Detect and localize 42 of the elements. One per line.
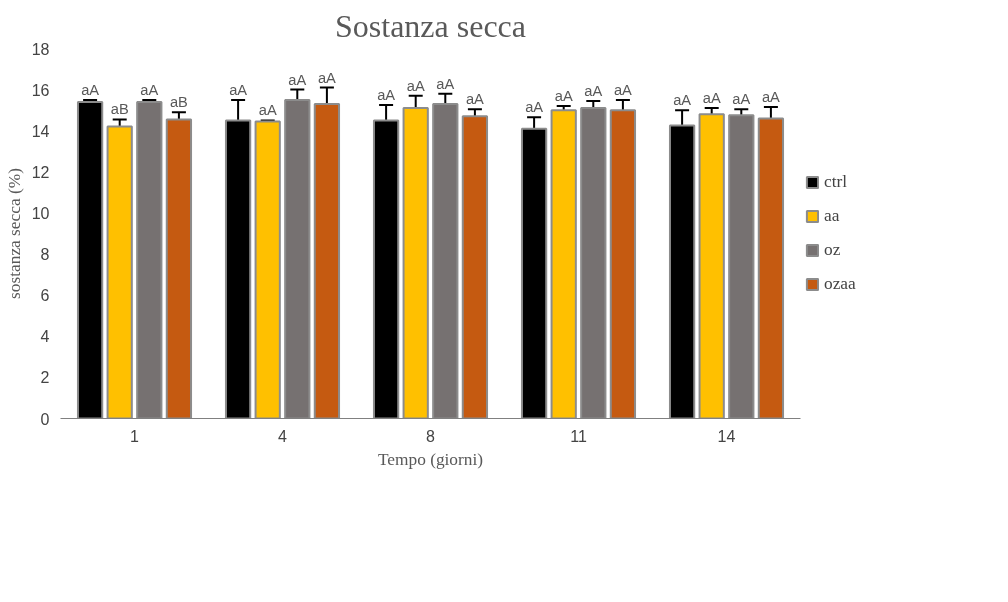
data-label: aA <box>702 90 721 107</box>
data-label: aA <box>465 91 485 108</box>
data-label: aA <box>673 92 692 109</box>
data-label: aA <box>140 81 159 98</box>
legend-label: ctrl <box>824 172 849 192</box>
x-tick-label: 8 <box>426 427 436 445</box>
data-label: aA <box>584 82 603 99</box>
data-label: aA <box>406 77 425 94</box>
x-tick-label: 11 <box>570 427 587 445</box>
data-label: aA <box>317 69 337 86</box>
y-tick-label: 18 <box>31 40 50 58</box>
data-label: aA <box>525 99 544 116</box>
legend-label: oz <box>824 240 842 260</box>
data-label: aA <box>229 81 248 98</box>
y-tick-label: 0 <box>40 410 50 428</box>
x-tick-label: 14 <box>717 427 736 445</box>
y-tick-label: 10 <box>31 204 50 222</box>
chart-title: Sostanza secca <box>334 7 527 44</box>
y-tick-label: 12 <box>31 163 50 181</box>
y-tick-label: 6 <box>40 287 50 305</box>
data-label: aA <box>613 81 633 98</box>
y-tick-label: 16 <box>31 81 50 99</box>
data-label: aA <box>732 91 751 108</box>
data-label: aB <box>110 101 129 118</box>
y-tick-label: 2 <box>40 369 50 387</box>
data-label: aA <box>377 87 396 104</box>
data-label: aA <box>258 102 277 119</box>
x-axis-title: Tempo (giorni) <box>377 449 484 469</box>
data-label: aB <box>169 94 188 111</box>
x-tick-label: 1 <box>130 427 140 445</box>
data-label: aA <box>554 88 573 105</box>
y-tick-label: 4 <box>40 328 50 346</box>
data-label: aA <box>761 89 781 106</box>
legend-label: aa <box>824 206 841 226</box>
y-axis-title: sostanza secca (%) <box>4 167 24 299</box>
data-label: aA <box>436 75 455 92</box>
y-tick-label: 8 <box>40 246 50 264</box>
x-tick-label: 4 <box>278 427 288 445</box>
data-label: aA <box>81 81 100 98</box>
legend-label: ozaa <box>824 274 856 294</box>
y-tick-label: 14 <box>31 122 50 140</box>
data-label: aA <box>288 71 307 88</box>
